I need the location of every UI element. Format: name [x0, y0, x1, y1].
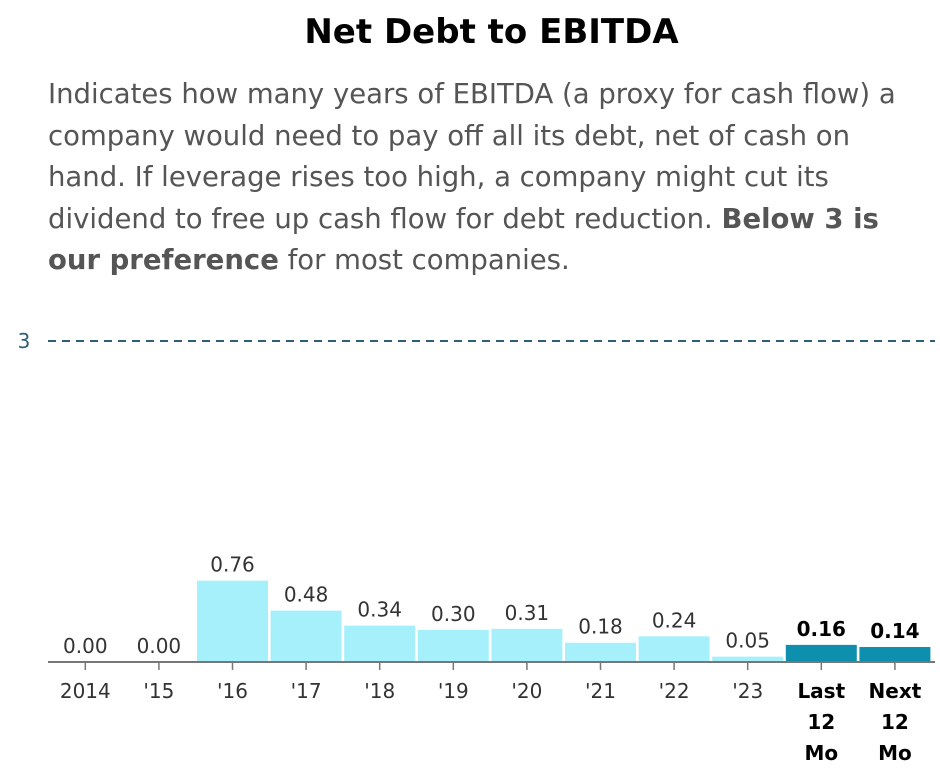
x-tick-label: '20 — [511, 679, 542, 703]
bar-value-label: 0.00 — [137, 634, 182, 658]
description-text: Indicates how many years of EBITDA (a pr… — [48, 78, 896, 235]
bar — [270, 610, 342, 662]
bar-value-label: 0.76 — [210, 553, 255, 577]
x-tick-label: '15 — [143, 679, 174, 703]
bar — [565, 642, 636, 662]
x-tick-label: '16 — [217, 679, 248, 703]
bar-value-label: 0.48 — [284, 583, 329, 607]
chart-title: Net Debt to EBITDA — [304, 12, 679, 52]
bar — [491, 628, 563, 662]
description-text-end: for most companies. — [278, 244, 570, 276]
x-tick-label: Next — [869, 679, 922, 703]
bar-value-label: 0.05 — [725, 629, 770, 653]
bar — [344, 625, 416, 662]
x-tick-label: Mo — [804, 741, 838, 765]
bar-value-label: 0.31 — [505, 601, 550, 625]
x-tick-label: '19 — [438, 679, 469, 703]
bar-value-label: 0.00 — [63, 634, 108, 658]
chart-description: Indicates how many years of EBITDA (a pr… — [48, 74, 928, 282]
bar-value-label: 0.18 — [578, 615, 623, 639]
bar — [417, 629, 489, 662]
bar-value-label: 0.30 — [431, 602, 476, 626]
bar — [712, 656, 784, 662]
bar-value-label: 0.34 — [357, 598, 402, 622]
bar-value-label: 0.24 — [652, 608, 697, 632]
x-tick-label: Mo — [878, 741, 912, 765]
x-tick-label: '18 — [364, 679, 395, 703]
x-tick-label: '21 — [585, 679, 616, 703]
bar-value-label: 0.16 — [797, 617, 846, 641]
x-tick-label: '23 — [732, 679, 763, 703]
x-tick-label: 12 — [807, 710, 835, 734]
x-tick-label: '22 — [659, 679, 690, 703]
bar-value-label: 0.14 — [870, 619, 919, 643]
description-emphasis: Below 3 is our preference — [48, 202, 879, 277]
bar — [859, 647, 931, 662]
x-tick-label: Last — [797, 679, 845, 703]
x-tick-label: '17 — [291, 679, 322, 703]
reference-line-label: 3 — [18, 329, 31, 353]
x-tick-label: 12 — [881, 710, 909, 734]
x-tick-label: 2014 — [60, 679, 111, 703]
bar — [638, 636, 710, 662]
bar — [197, 580, 268, 662]
bar — [785, 644, 857, 662]
